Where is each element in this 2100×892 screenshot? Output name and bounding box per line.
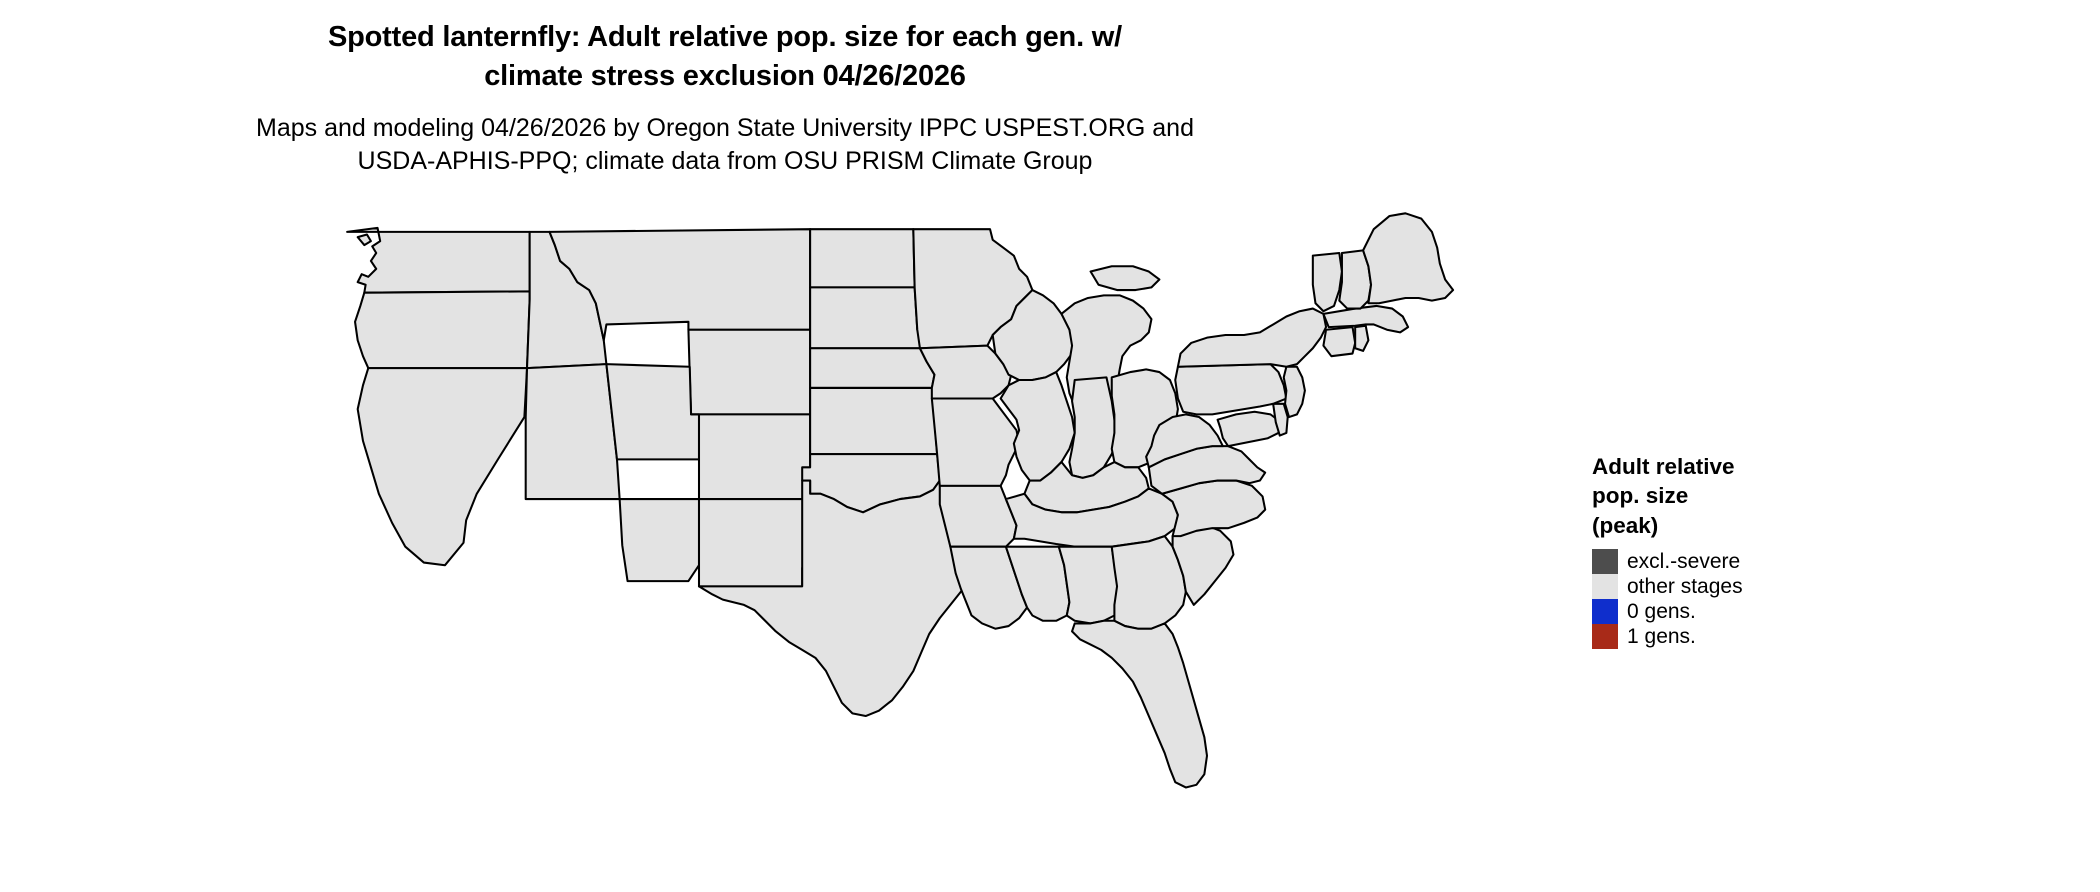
state-az[interactable]	[618, 498, 701, 583]
legend-item-1-gens[interactable]: 1 gens.	[1592, 623, 1822, 649]
state-mo[interactable]	[930, 397, 1021, 487]
state-al[interactable]	[1057, 545, 1121, 625]
state-nd[interactable]	[809, 228, 916, 289]
legend-swatch-1-gens	[1592, 623, 1618, 649]
legend-swatch-0-gens	[1592, 598, 1618, 624]
legend-item-0-gens[interactable]: 0 gens.	[1592, 598, 1822, 624]
state-wy[interactable]	[687, 328, 812, 416]
title-block: Spotted lanternfly: Adult relative pop. …	[0, 18, 1450, 178]
state-wa[interactable]	[346, 226, 531, 294]
legend-label-other-stages: other stages	[1627, 574, 1743, 598]
legend-items: excl.-severe other stages 0 gens. 1 gens…	[1592, 548, 1822, 649]
us-states-map[interactable]	[318, 208, 1588, 892]
legend-label-0-gens: 0 gens.	[1627, 599, 1696, 623]
state-nv[interactable]	[524, 363, 621, 501]
state-ny[interactable]	[1176, 307, 1328, 368]
state-vt[interactable]	[1311, 251, 1343, 313]
legend-item-excl-severe[interactable]: excl.-severe	[1592, 548, 1822, 574]
state-ma[interactable]	[1322, 304, 1410, 334]
state-me[interactable]	[1362, 212, 1455, 305]
state-ks[interactable]	[809, 386, 939, 456]
page-title: Spotted lanternfly: Adult relative pop. …	[327, 21, 1122, 92]
state-pa[interactable]	[1174, 363, 1288, 416]
state-tn[interactable]	[1004, 487, 1179, 548]
legend-swatch-other-stages	[1592, 573, 1618, 599]
state-ca[interactable]	[356, 367, 529, 567]
legend-title: Adult relative pop. size (peak)	[1592, 454, 1735, 538]
state-ne[interactable]	[809, 347, 936, 389]
legend-label-1-gens: 1 gens.	[1627, 624, 1696, 648]
state-or[interactable]	[354, 290, 531, 370]
legend-item-other-stages[interactable]: other stages	[1592, 573, 1822, 599]
legend-swatch-excl-severe	[1592, 548, 1618, 574]
state-wv[interactable]	[1145, 413, 1224, 469]
state-ga[interactable]	[1110, 535, 1187, 630]
state-in[interactable]	[1068, 376, 1119, 479]
state-nj[interactable]	[1282, 365, 1306, 419]
state-ar[interactable]	[938, 484, 1018, 548]
state-nm[interactable]	[697, 498, 812, 588]
state-co[interactable]	[690, 413, 812, 501]
state-ri[interactable]	[1354, 324, 1370, 352]
map-legend: Adult relative pop. size (peak) excl.-se…	[1592, 452, 1822, 649]
page-subtitle: Maps and modeling 04/26/2026 by Oregon S…	[256, 114, 1194, 176]
legend-label-excl-severe: excl.-severe	[1627, 549, 1741, 573]
state-ut[interactable]	[605, 363, 701, 461]
state-fl[interactable]	[1071, 619, 1209, 789]
state-sd[interactable]	[809, 286, 925, 350]
state-md[interactable]	[1216, 410, 1283, 448]
state-de[interactable]	[1272, 402, 1289, 437]
map-states-layer	[346, 212, 1455, 789]
state-ct[interactable]	[1322, 326, 1357, 358]
state-tx[interactable]	[697, 479, 970, 718]
